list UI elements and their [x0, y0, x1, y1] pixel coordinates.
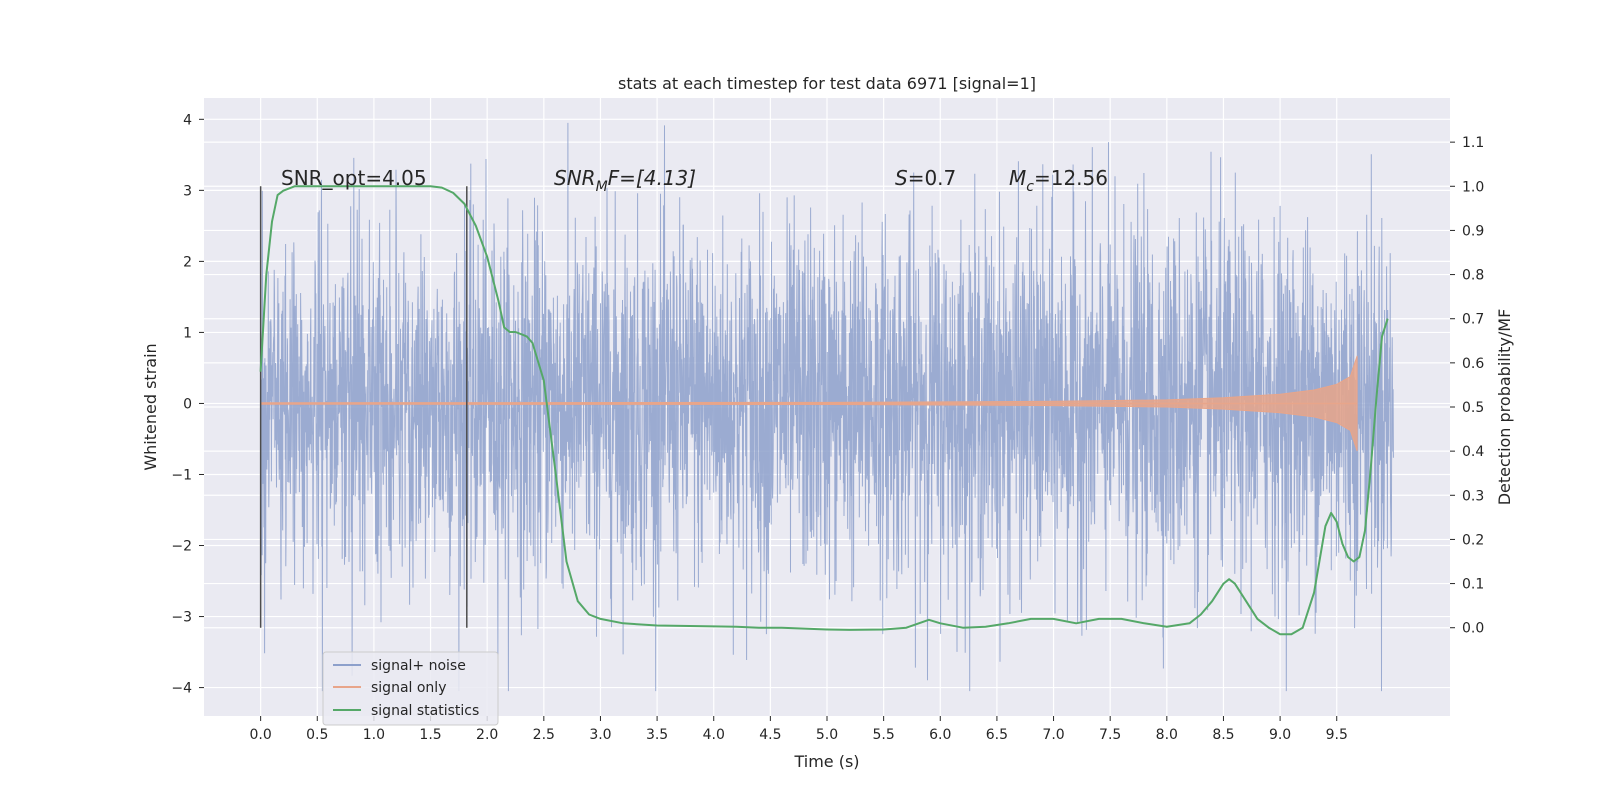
y-tick-label: −2 — [171, 539, 192, 555]
y-right-tick-label: 0.1 — [1462, 577, 1484, 593]
y-right-tick-label: 0.0 — [1462, 621, 1484, 637]
annotation-mc-value: =12.56 — [1034, 166, 1108, 190]
x-tick-label: 2.0 — [476, 727, 498, 743]
annotation-snr-mf-sub: M — [596, 179, 608, 195]
x-tick-label: 2.5 — [533, 727, 555, 743]
y-right-tick-label: 0.2 — [1462, 532, 1484, 548]
x-tick-label: 7.5 — [1099, 727, 1121, 743]
x-tick-label: 9.5 — [1326, 727, 1348, 743]
x-tick-label: 5.0 — [816, 727, 838, 743]
annotation-mc: Mc=12.56 — [1009, 166, 1108, 195]
annotation-snr-mf-rest: F=[4.13] — [608, 166, 696, 190]
y-right-tick-label: 0.7 — [1462, 312, 1484, 328]
x-tick-label: 5.5 — [873, 727, 895, 743]
annotation-s: S=0.7 — [895, 166, 956, 190]
series-signal-noise — [260, 122, 1394, 692]
x-tick-label: 1.0 — [363, 727, 385, 743]
signal-statistics-line — [259, 185, 1389, 636]
legend-label-signal-noise: signal+ noise — [371, 658, 466, 674]
annotation-s-value: =0.7 — [908, 166, 957, 190]
x-tick-label: 4.0 — [703, 727, 725, 743]
y-tick-label: 3 — [183, 183, 192, 199]
x-tick-label: 1.5 — [419, 727, 441, 743]
marker-lines — [259, 186, 468, 628]
annotation-mc-sub: c — [1026, 179, 1034, 195]
x-tick-label: 6.5 — [986, 727, 1008, 743]
legend: signal+ noise signal only signal statist… — [322, 651, 499, 726]
y-right-tick-labels: 1.1 1.0 0.9 0.8 0.7 0.6 0.5 0.4 0.3 0.2 0.1 0.0 — [1450, 135, 1484, 637]
x-tick-label: 6.0 — [929, 727, 951, 743]
y-tick-label: −4 — [171, 681, 192, 697]
y-tick-label: 2 — [183, 254, 192, 270]
x-tick-label: 9.0 — [1269, 727, 1291, 743]
series-signal-only — [260, 355, 1358, 452]
y-right-tick-label: 0.9 — [1462, 223, 1484, 239]
y-right-tick-label: 0.3 — [1462, 488, 1484, 504]
chart-title: stats at each timestep for test data 697… — [618, 74, 1036, 93]
legend-box — [322, 651, 499, 726]
series-signal-statistics — [259, 185, 1389, 636]
y-right-tick-label: 0.6 — [1462, 356, 1484, 372]
y-tick-label: −3 — [171, 610, 192, 626]
y-right-axis-label: Detection probability/MF — [1495, 309, 1514, 506]
annotation-mc-label: M — [1009, 166, 1026, 190]
y-tick-label: 4 — [183, 112, 192, 128]
annotation-snr-opt: SNR_opt=4.05 — [281, 166, 427, 190]
y-tick-label: 1 — [183, 325, 192, 341]
x-tick-label: 3.0 — [589, 727, 611, 743]
legend-label-signal-only: signal only — [371, 680, 446, 696]
x-tick-label: 0.5 — [306, 727, 328, 743]
annotation-s-label: S — [895, 166, 908, 190]
y-right-tick-label: 0.8 — [1462, 268, 1484, 284]
x-tick-label: 8.5 — [1212, 727, 1234, 743]
x-tick-labels: 0.0 0.5 1.0 1.5 2.0 2.5 3.0 3.5 4.0 4.5 5.0 5.5 6.0 6… — [250, 716, 1348, 743]
x-tick-label: 7.0 — [1042, 727, 1064, 743]
y-right-tick-label: 0.4 — [1462, 444, 1484, 460]
y-right-tick-label: 1.0 — [1462, 179, 1484, 195]
x-tick-label: 4.5 — [759, 727, 781, 743]
x-tick-label: 8.0 — [1156, 727, 1178, 743]
y-right-tick-label: 1.1 — [1462, 135, 1484, 151]
annotation-snr-mf-main: SNR — [554, 166, 596, 190]
y-right-tick-label: 0.5 — [1462, 400, 1484, 416]
legend-label-signal-statistics: signal statistics — [371, 703, 479, 719]
y-tick-labels: 4 3 2 1 0 −1 −2 −3 −4 — [171, 112, 204, 697]
x-tick-label: 3.5 — [646, 727, 668, 743]
y-axis-label: Whitened strain — [141, 343, 160, 470]
y-tick-label: −1 — [171, 467, 192, 483]
annotation-snr-mf: SNRMF=[4.13] — [554, 166, 696, 195]
y-tick-label: 0 — [183, 396, 192, 412]
x-tick-label: 0.0 — [250, 727, 272, 743]
x-axis-label: Time (s) — [793, 752, 859, 771]
signal-noise-line — [260, 122, 1394, 692]
